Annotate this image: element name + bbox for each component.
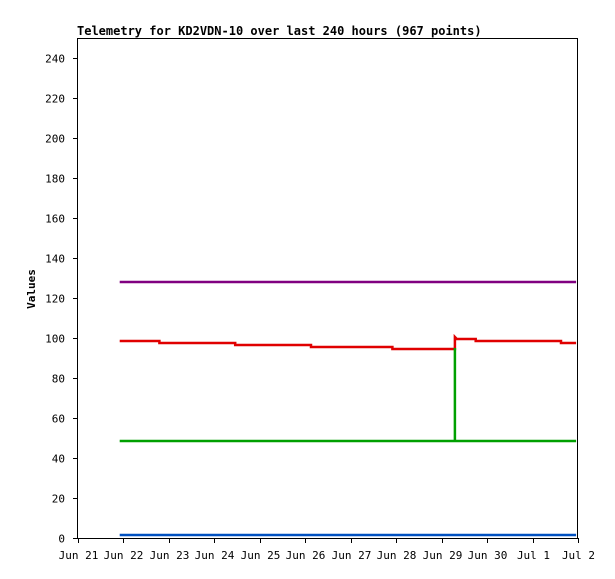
series-layer	[119, 280, 577, 537]
y-tick-label: 200	[45, 133, 65, 146]
y-tick-label: 220	[45, 93, 65, 106]
x-tick-label: Jun 24	[195, 549, 235, 562]
y-axis: 0 20 40 60 80 100 120 140 160 180 200 220 240	[45, 53, 78, 546]
x-tick-label: Jun 29	[423, 549, 463, 562]
y-tick-label: 60	[52, 413, 65, 426]
y-tick-label: 100	[45, 333, 65, 346]
y-tick-label: 120	[45, 293, 65, 306]
y-tick-label: 240	[45, 53, 65, 66]
y-tick-label: 20	[52, 493, 65, 506]
x-tick-label: Jun 21	[59, 549, 99, 562]
x-tick-label: Jun 30	[468, 549, 508, 562]
chart-title: Telemetry for KD2VDN-10 over last 240 ho…	[77, 24, 482, 38]
x-tick-label: Jun 28	[377, 549, 417, 562]
y-tick-label: 80	[52, 373, 65, 386]
plot-area	[77, 38, 578, 539]
y-axis-label: Values	[25, 269, 38, 309]
y-tick-label: 0	[58, 533, 65, 546]
y-tick-label: 140	[45, 253, 65, 266]
x-tick-label: Jun 27	[332, 549, 372, 562]
x-tick-label: Jul 2	[562, 549, 595, 562]
x-tick-label: Jun 25	[241, 549, 281, 562]
x-tick-label: Jun 26	[286, 549, 326, 562]
y-tick-label: 40	[52, 453, 65, 466]
series-line-2	[119, 333, 577, 351]
x-tick-label: Jun 22	[104, 549, 144, 562]
series-line-3	[119, 348, 577, 443]
x-tick-label: Jul 1	[517, 549, 550, 562]
x-axis: Jun 21 Jun 22 Jun 23 Jun 24 Jun 25 Jun 26 Jun …	[59, 538, 595, 562]
y-tick-label: 160	[45, 213, 65, 226]
y-tick-label: 180	[45, 173, 65, 186]
x-tick-label: Jun 23	[150, 549, 190, 562]
